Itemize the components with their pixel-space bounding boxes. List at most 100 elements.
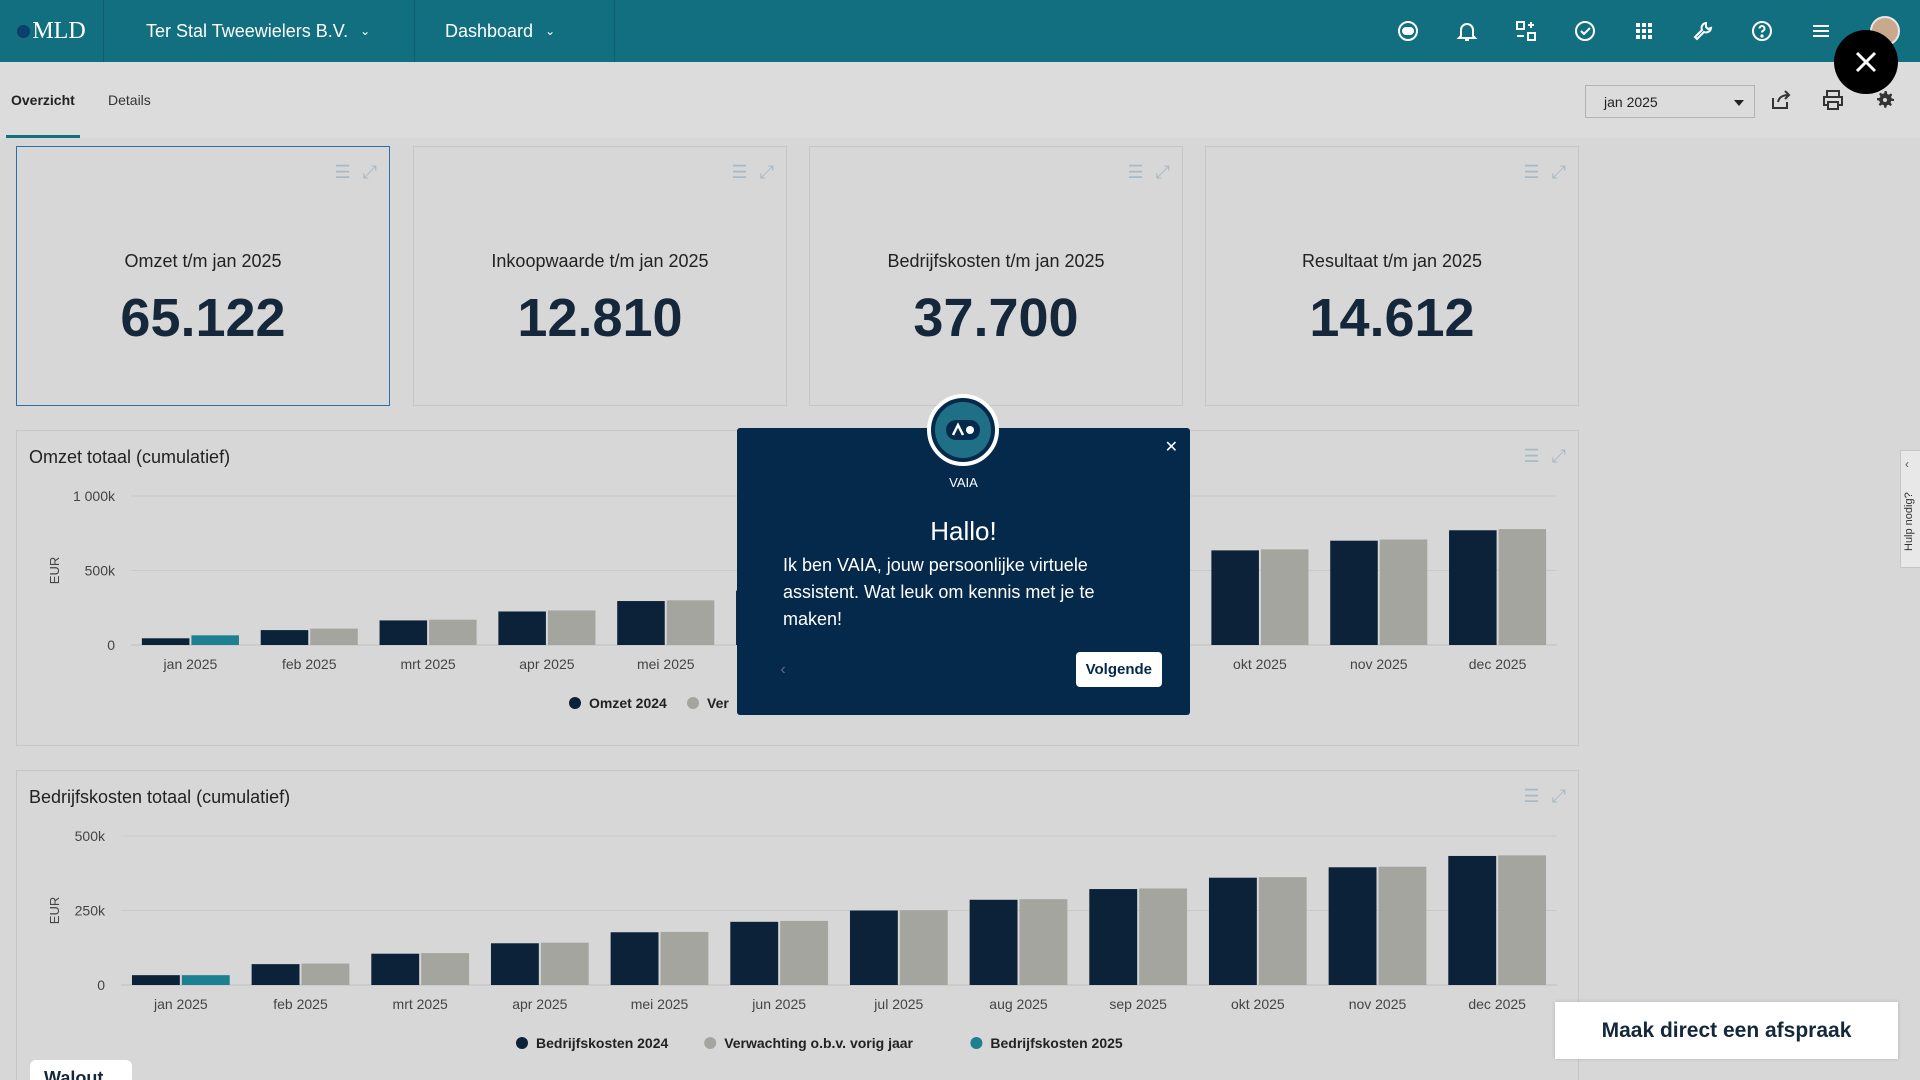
bar[interactable]: [666, 600, 715, 645]
bar[interactable]: [1498, 529, 1547, 645]
bar[interactable]: [610, 932, 659, 985]
expand-icon[interactable]: ⤢: [1155, 162, 1170, 182]
kpi-card-bedrijfskosten[interactable]: ☰ ⤢ Bedrijfskosten t/m jan 2025 37.700: [809, 146, 1183, 406]
help-icon[interactable]: [1732, 0, 1791, 62]
legend-label[interactable]: Bedrijfskosten 2025: [990, 1035, 1122, 1051]
apps-grid-icon[interactable]: [1614, 0, 1673, 62]
x-tick-label: feb 2025: [282, 656, 337, 672]
bar[interactable]: [131, 975, 180, 985]
legend-marker[interactable]: [704, 1037, 717, 1049]
menu-icon[interactable]: ☰: [1523, 446, 1540, 466]
menu-icon[interactable]: ☰: [334, 162, 351, 182]
share-icon[interactable]: [1769, 88, 1793, 112]
bar[interactable]: [260, 630, 309, 645]
legend-label[interactable]: Omzet 2024: [589, 695, 667, 711]
mld-logo[interactable]: MLD: [0, 0, 104, 62]
legend-label[interactable]: Ver: [707, 695, 729, 711]
print-icon[interactable]: [1821, 88, 1845, 112]
legend-label[interactable]: Bedrijfskosten 2024: [536, 1035, 668, 1051]
company-dropdown[interactable]: Ter Stal Tweewielers B.V. ⌄: [104, 0, 415, 62]
bar[interactable]: [1449, 530, 1497, 645]
menu-icon[interactable]: [1791, 0, 1850, 62]
close-tour-button[interactable]: [1834, 30, 1898, 94]
bell-icon[interactable]: [1437, 0, 1496, 62]
bar[interactable]: [191, 635, 239, 645]
next-button[interactable]: Volgende: [1075, 652, 1162, 687]
tab-details[interactable]: Details: [108, 92, 151, 108]
kpi-card-resultaat[interactable]: ☰ ⤢ Resultaat t/m jan 2025 14.612: [1205, 146, 1579, 406]
x-tick-label: jul 2025: [873, 996, 923, 1012]
bar[interactable]: [547, 610, 596, 645]
expand-icon[interactable]: ⤢: [1551, 446, 1566, 466]
bar[interactable]: [141, 638, 190, 645]
menu-icon[interactable]: ☰: [1523, 786, 1540, 806]
assistant-name: VAIA: [949, 475, 978, 490]
legend-marker[interactable]: [569, 697, 581, 709]
assistant-icon[interactable]: [1378, 0, 1437, 62]
legend-label[interactable]: Verwachting o.b.v. vorig jaar: [724, 1035, 913, 1051]
bar[interactable]: [1330, 540, 1378, 645]
popup-message: Ik ben VAIA, jouw persoonlijke virtuele …: [783, 555, 1095, 629]
bar[interactable]: [660, 931, 709, 985]
bar[interactable]: [181, 975, 230, 985]
settings-gear-icon[interactable]: [1873, 88, 1897, 112]
transfer-icon[interactable]: [1496, 0, 1555, 62]
period-select[interactable]: jan 2025: [1585, 85, 1755, 118]
menu-icon[interactable]: ☰: [731, 162, 748, 182]
bar[interactable]: [1378, 866, 1427, 985]
bar[interactable]: [429, 619, 477, 645]
bar[interactable]: [1019, 899, 1068, 985]
bar[interactable]: [1328, 867, 1377, 985]
bar[interactable]: [490, 943, 539, 985]
bar[interactable]: [379, 620, 428, 645]
bar[interactable]: [1208, 877, 1257, 985]
bar[interactable]: [1260, 549, 1309, 645]
bar[interactable]: [617, 601, 665, 645]
make-appointment-button[interactable]: Maak direct een afspraak: [1555, 1002, 1898, 1059]
bar[interactable]: [1498, 855, 1547, 985]
bar[interactable]: [540, 942, 589, 985]
bar[interactable]: [780, 920, 829, 985]
expand-icon[interactable]: ⤢: [1551, 162, 1566, 182]
bar[interactable]: [371, 953, 420, 985]
bar[interactable]: [310, 628, 358, 645]
bar[interactable]: [1258, 877, 1307, 985]
bar[interactable]: [251, 964, 300, 985]
wrench-icon[interactable]: [1673, 0, 1732, 62]
bar[interactable]: [730, 921, 779, 985]
dashboard-dropdown[interactable]: Dashboard ⌄: [415, 0, 615, 62]
bar[interactable]: [301, 963, 350, 985]
active-tab-indicator: [6, 135, 80, 138]
legend-marker[interactable]: [516, 1037, 528, 1049]
vaia-popup: VAIA ✕ Hallo! Ik ben VAIA, jouw persoonl…: [737, 394, 1190, 715]
bar[interactable]: [969, 899, 1018, 985]
bar[interactable]: [849, 910, 898, 986]
close-icon[interactable]: ✕: [1164, 439, 1178, 456]
bar[interactable]: [421, 953, 470, 985]
expand-icon[interactable]: ⤢: [759, 162, 774, 182]
bar[interactable]: [1211, 550, 1259, 645]
bar[interactable]: [1379, 539, 1428, 645]
robot-icon: [935, 402, 991, 458]
check-circle-icon[interactable]: [1555, 0, 1614, 62]
kpi-value: 65.122: [120, 288, 286, 348]
kpi-card-omzet[interactable]: ☰ ⤢ Omzet t/m jan 2025 65.122: [16, 146, 390, 406]
chevron-left-icon: ‹: [1905, 457, 1909, 471]
menu-icon[interactable]: ☰: [1523, 162, 1540, 182]
menu-icon[interactable]: ☰: [1127, 162, 1144, 182]
x-tick-label: sep 2025: [1109, 996, 1167, 1012]
previous-button[interactable]: ‹: [780, 661, 786, 678]
legend-marker[interactable]: [970, 1037, 983, 1049]
tab-overzicht[interactable]: Overzicht: [11, 92, 75, 108]
bar[interactable]: [498, 611, 546, 645]
bar[interactable]: [1089, 889, 1138, 985]
expand-icon[interactable]: ⤢: [362, 162, 377, 182]
expand-icon[interactable]: ⤢: [1551, 786, 1566, 806]
bar[interactable]: [1139, 888, 1188, 985]
kpi-card-inkoopwaarde[interactable]: ☰ ⤢ Inkoopwaarde t/m jan 2025 12.810: [413, 146, 787, 406]
help-side-tab[interactable]: ‹ Hulp nodig?: [1900, 450, 1920, 568]
bar[interactable]: [899, 910, 948, 985]
bar[interactable]: [1448, 855, 1497, 985]
walout-badge[interactable]: Walout: [30, 1060, 132, 1080]
legend-marker[interactable]: [687, 697, 699, 709]
